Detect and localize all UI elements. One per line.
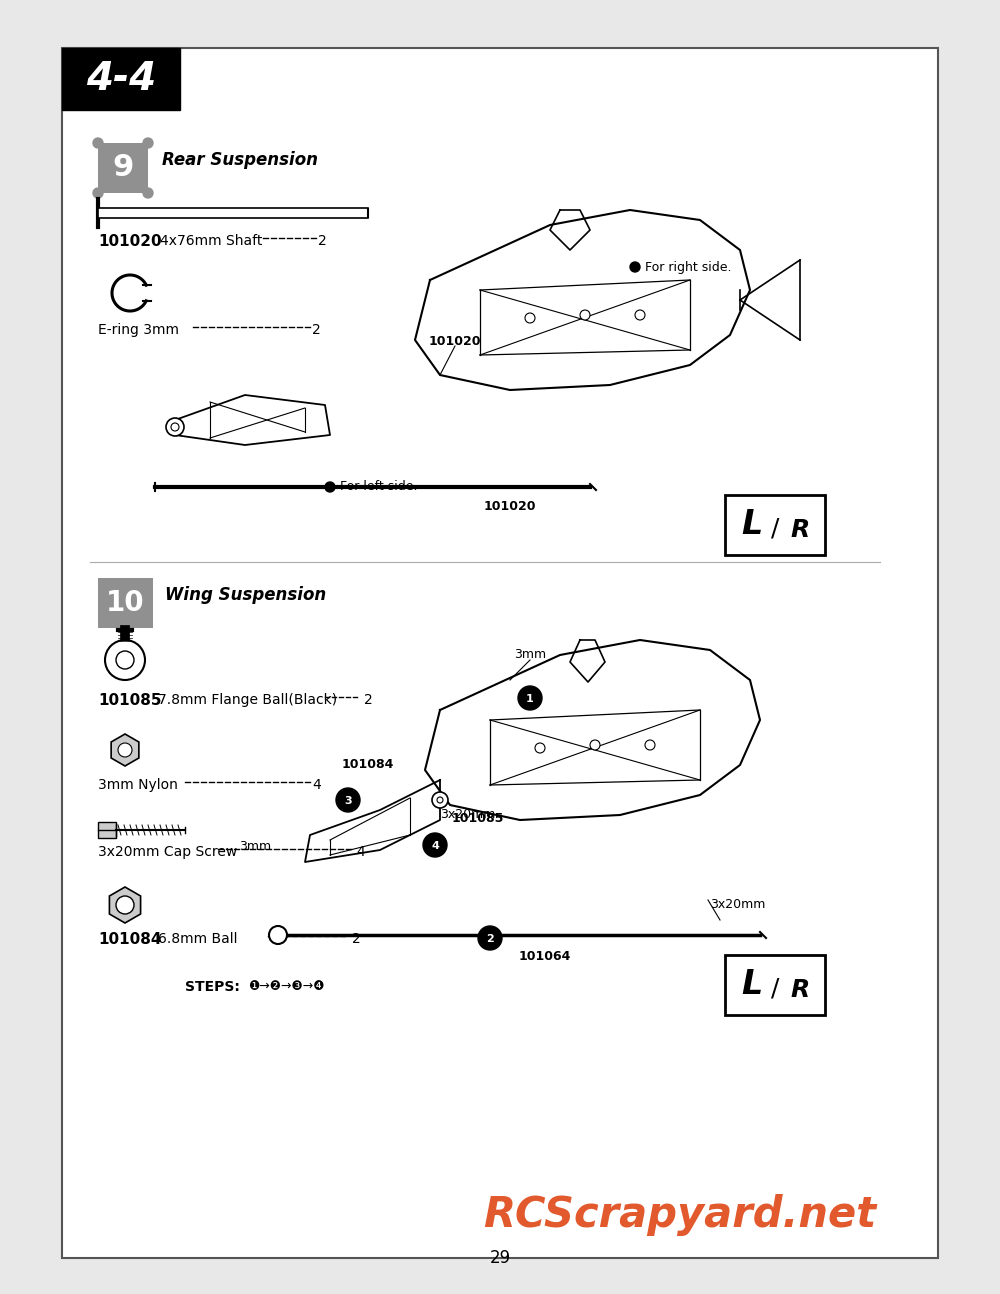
Text: /: / bbox=[771, 976, 779, 1000]
Circle shape bbox=[423, 833, 447, 857]
Text: 4x76mm Shaft: 4x76mm Shaft bbox=[160, 234, 262, 248]
Text: 101020: 101020 bbox=[484, 499, 536, 512]
Circle shape bbox=[93, 138, 103, 148]
Bar bbox=[62, 48, 938, 1258]
Bar bbox=[62, 48, 180, 110]
Text: 3mm: 3mm bbox=[239, 840, 271, 853]
Text: 10: 10 bbox=[106, 589, 144, 617]
Text: 101020: 101020 bbox=[98, 234, 162, 248]
Circle shape bbox=[432, 792, 448, 807]
Circle shape bbox=[143, 138, 153, 148]
Circle shape bbox=[118, 743, 132, 757]
Text: 2: 2 bbox=[364, 694, 373, 707]
Text: 2: 2 bbox=[312, 324, 321, 336]
Circle shape bbox=[535, 743, 545, 753]
Circle shape bbox=[630, 261, 640, 272]
Bar bbox=[98, 144, 148, 193]
Bar bbox=[725, 955, 825, 1014]
Bar bbox=[98, 578, 153, 628]
Text: STEPS:: STEPS: bbox=[185, 980, 240, 994]
Text: 1: 1 bbox=[526, 694, 534, 704]
Text: 2: 2 bbox=[318, 234, 327, 248]
Text: 2: 2 bbox=[352, 932, 361, 946]
Circle shape bbox=[336, 788, 360, 813]
Text: 3x20mm: 3x20mm bbox=[440, 807, 495, 820]
Text: For left side.: For left side. bbox=[340, 480, 418, 493]
Text: ❶→❷→❸→❹: ❶→❷→❸→❹ bbox=[248, 980, 324, 992]
Text: For right side.: For right side. bbox=[645, 260, 732, 273]
Text: Rear Suspension: Rear Suspension bbox=[162, 151, 318, 170]
Circle shape bbox=[93, 188, 103, 198]
Polygon shape bbox=[111, 734, 139, 766]
Text: 101085: 101085 bbox=[452, 813, 504, 826]
Text: Wing Suspension: Wing Suspension bbox=[165, 586, 326, 604]
Circle shape bbox=[525, 313, 535, 324]
Text: 2: 2 bbox=[486, 934, 494, 945]
Circle shape bbox=[166, 418, 184, 436]
Circle shape bbox=[325, 481, 335, 492]
Circle shape bbox=[590, 740, 600, 751]
Circle shape bbox=[645, 740, 655, 751]
Circle shape bbox=[518, 686, 542, 710]
Text: 29: 29 bbox=[489, 1249, 511, 1267]
Text: /: / bbox=[771, 516, 779, 540]
Text: 4: 4 bbox=[431, 841, 439, 851]
Text: 3mm: 3mm bbox=[514, 648, 546, 661]
Circle shape bbox=[635, 311, 645, 320]
Circle shape bbox=[116, 651, 134, 669]
Text: 3x20mm Cap Screw: 3x20mm Cap Screw bbox=[98, 845, 237, 859]
Text: 7.8mm Flange Ball(Black): 7.8mm Flange Ball(Black) bbox=[158, 694, 337, 707]
Text: R: R bbox=[790, 518, 810, 542]
Text: 4-4: 4-4 bbox=[86, 60, 156, 98]
Circle shape bbox=[143, 188, 153, 198]
Text: 3: 3 bbox=[344, 796, 352, 806]
Circle shape bbox=[478, 927, 502, 950]
Circle shape bbox=[171, 423, 179, 431]
Text: 4: 4 bbox=[356, 845, 365, 859]
Circle shape bbox=[580, 311, 590, 320]
Polygon shape bbox=[109, 886, 141, 923]
Circle shape bbox=[437, 797, 443, 804]
Bar bbox=[725, 496, 825, 555]
Text: 4: 4 bbox=[312, 778, 321, 792]
Text: 101085: 101085 bbox=[98, 694, 162, 708]
Bar bbox=[98, 822, 116, 839]
Text: 3x20mm: 3x20mm bbox=[710, 898, 765, 911]
Text: L: L bbox=[741, 968, 763, 1002]
Text: L: L bbox=[741, 509, 763, 541]
Text: R: R bbox=[790, 978, 810, 1002]
Text: 101084: 101084 bbox=[342, 758, 394, 771]
Bar bbox=[98, 208, 368, 217]
Circle shape bbox=[116, 895, 134, 914]
Text: RCScrapyard.net: RCScrapyard.net bbox=[483, 1194, 877, 1236]
Text: 101084: 101084 bbox=[98, 932, 162, 947]
Text: 3mm Nylon: 3mm Nylon bbox=[98, 778, 178, 792]
Circle shape bbox=[105, 641, 145, 681]
Text: 101064: 101064 bbox=[519, 950, 571, 963]
Text: 9: 9 bbox=[112, 154, 134, 182]
Text: 6.8mm Ball: 6.8mm Ball bbox=[158, 932, 238, 946]
Text: 101020: 101020 bbox=[429, 335, 481, 348]
Text: E-ring 3mm: E-ring 3mm bbox=[98, 324, 179, 336]
Circle shape bbox=[269, 927, 287, 945]
